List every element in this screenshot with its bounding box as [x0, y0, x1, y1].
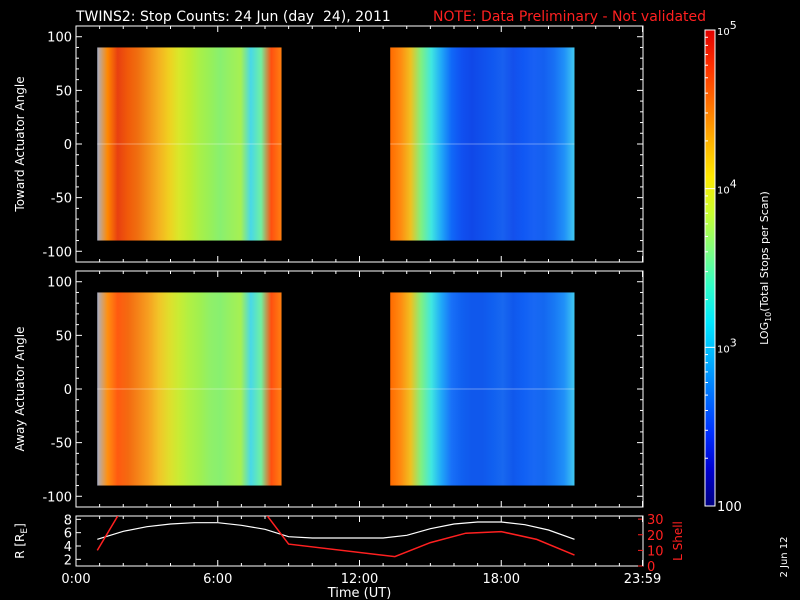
away-y-axis: -100 -50 0 50 100 [42, 270, 644, 508]
time-tick-label: 6:00 [203, 572, 232, 587]
y-tick-label: 50 [55, 329, 72, 344]
colorbar-tick-label: 100 [717, 500, 742, 515]
orbit-lines [96, 516, 575, 558]
time-tick-label: 12:00 [341, 572, 378, 587]
creation-date-stamp: 2 Jun 12 [779, 536, 790, 577]
y-tick-label: 50 [55, 84, 72, 99]
y-tick-label: 100 [47, 276, 72, 291]
y-tick-label: -50 [51, 437, 72, 452]
away-heatmap [97, 292, 575, 486]
away-y-axis-label: Away Actuator Angle [13, 326, 27, 451]
colorbar-tick-label: 105 [717, 19, 737, 38]
away-angle-panel: -100 -50 0 50 100 Away Actuator Angle [13, 270, 644, 508]
radius-tick-label: 6 [64, 527, 72, 542]
radius-tick-label: 8 [64, 513, 72, 528]
y-tick-label: -50 [51, 192, 72, 207]
l-shell-tick-label: 10 [647, 544, 664, 559]
heatmap-segment [97, 47, 282, 241]
colorbar-ticks: 105 104 103 100 [705, 19, 742, 515]
colorbar-label: LOG10(Total Stops per Scan) [758, 191, 773, 345]
time-tick-label: 23:59 [624, 572, 661, 587]
l-shell-tick-label: 30 [647, 513, 664, 528]
toward-heatmap [97, 47, 575, 241]
radius-line [97, 521, 575, 540]
l-shell-axis-label: L Shell [671, 521, 685, 561]
time-tick-label: 18:00 [483, 572, 520, 587]
l-shell-tick-label: 20 [647, 529, 664, 544]
heatmap-segment [97, 292, 282, 486]
toward-angle-panel: -100 -50 0 50 100 Toward Actuator Angle [13, 25, 644, 263]
toward-y-axis: -100 -50 0 50 100 [42, 25, 644, 263]
colorbar-tick-label: 103 [717, 336, 737, 355]
radius-axis-label: R [RE] [13, 523, 30, 559]
colorbar-tick-label: 104 [717, 178, 737, 197]
radius-tick-label: 2 [64, 553, 72, 568]
colorbar-gradient [704, 29, 716, 507]
l-shell-tick-label: 0 [647, 560, 655, 575]
y-tick-label: 0 [64, 138, 72, 153]
data-preliminary-note: NOTE: Data Preliminary - Not validated [433, 9, 706, 25]
radius-tick-label: 4 [64, 540, 72, 555]
heatmap-segment [390, 292, 575, 486]
plot-title: TWINS2: Stop Counts: 24 Jun (day 24), 20… [75, 9, 391, 25]
l-shell-line [96, 516, 575, 558]
time-tick-label: 0:00 [61, 572, 90, 587]
time-axis-label: Time (UT) [327, 586, 392, 600]
y-tick-label: 100 [47, 31, 72, 46]
y-tick-label: 0 [64, 383, 72, 398]
colorbar: 105 104 103 100 LOG10(Total Stops per Scan) [704, 19, 773, 515]
y-tick-label: -100 [42, 490, 72, 505]
toward-y-axis-label: Toward Actuator Angle [13, 76, 27, 212]
y-tick-label: -100 [42, 245, 72, 260]
orbit-panel-frame [75, 515, 644, 567]
heatmap-segment [390, 47, 575, 241]
